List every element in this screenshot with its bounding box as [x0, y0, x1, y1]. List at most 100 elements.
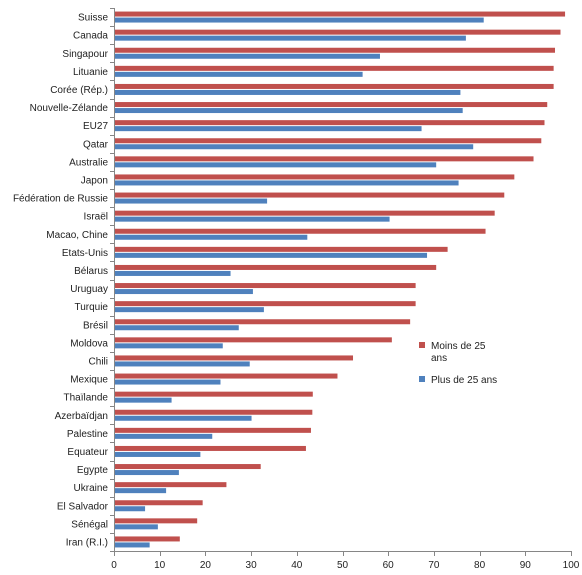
category-label: Japon — [81, 175, 108, 186]
x-tick-label: 40 — [291, 560, 303, 570]
legend-swatch-plus-de-25-ans — [419, 376, 425, 382]
bar-moins-de-25-ans — [114, 138, 542, 144]
x-tick-label: 10 — [154, 560, 166, 570]
bar-plus-de-25-ans — [114, 289, 253, 295]
category-label: Fédération de Russie — [13, 194, 108, 205]
category-label: Mexique — [70, 375, 108, 386]
bar-moins-de-25-ans — [114, 337, 392, 343]
bar-plus-de-25-ans — [114, 488, 167, 494]
bar-moins-de-25-ans — [114, 65, 554, 71]
bar-moins-de-25-ans — [114, 156, 534, 162]
bar-plus-de-25-ans — [114, 397, 172, 403]
x-tick-label: 20 — [200, 560, 212, 570]
bar-plus-de-25-ans — [114, 198, 268, 204]
bar-moins-de-25-ans — [114, 319, 411, 325]
bar-moins-de-25-ans — [114, 210, 495, 216]
bar-moins-de-25-ans — [114, 464, 261, 470]
x-tick-label: 90 — [520, 560, 532, 570]
bar-moins-de-25-ans — [114, 174, 515, 180]
legend: Moins de 25 ans Plus de 25 ans — [419, 341, 497, 386]
bar-plus-de-25-ans — [114, 126, 422, 132]
bar-plus-de-25-ans — [114, 343, 223, 349]
x-tick-label: 80 — [474, 560, 486, 570]
axis-layer — [110, 8, 572, 556]
category-label: Singapour — [62, 49, 108, 60]
category-label: Moldova — [70, 338, 108, 349]
bar-moins-de-25-ans — [114, 83, 554, 89]
category-label: Suisse — [78, 13, 108, 24]
bar-plus-de-25-ans — [114, 162, 437, 168]
bar-moins-de-25-ans — [114, 445, 306, 451]
bar-moins-de-25-ans — [114, 482, 227, 488]
category-label: Iran (R.I.) — [66, 537, 108, 548]
bars-layer — [114, 11, 566, 548]
bar-plus-de-25-ans — [114, 415, 252, 421]
category-label: Chili — [89, 356, 108, 367]
category-label: El Salvador — [57, 501, 109, 512]
category-label: Bélarus — [74, 266, 108, 277]
category-label: Egypte — [77, 465, 109, 476]
bar-moins-de-25-ans — [114, 301, 416, 307]
category-label: Palestine — [67, 429, 109, 440]
category-labels: Suisse Canada Singapour Lituanie Corée (Rép.… — [13, 13, 109, 549]
category-label: Etats-Unis — [62, 248, 108, 259]
bar-plus-de-25-ans — [114, 433, 213, 439]
bar-moins-de-25-ans — [114, 120, 545, 126]
category-label: Thaïlande — [64, 393, 109, 404]
bar-plus-de-25-ans — [114, 270, 231, 276]
bar-moins-de-25-ans — [114, 427, 311, 433]
bar-moins-de-25-ans — [114, 536, 180, 542]
category-label: Corée (Rép.) — [50, 85, 108, 96]
category-label: Macao, Chine — [46, 230, 108, 241]
category-label: Canada — [73, 31, 108, 42]
category-label: Israël — [84, 212, 108, 223]
bar-moins-de-25-ans — [114, 192, 505, 198]
bar-plus-de-25-ans — [114, 252, 428, 258]
bar-plus-de-25-ans — [114, 506, 146, 512]
category-label: Qatar — [83, 139, 109, 150]
category-label: Nouvelle-Zélande — [30, 103, 109, 114]
x-tick-label: 60 — [383, 560, 395, 570]
category-label: Brésil — [83, 320, 108, 331]
bar-plus-de-25-ans — [114, 216, 390, 222]
category-label: Lituanie — [73, 67, 108, 78]
bar-moins-de-25-ans — [114, 102, 548, 108]
bar-plus-de-25-ans — [114, 180, 459, 186]
category-label: Ukraine — [74, 483, 109, 494]
bar-plus-de-25-ans — [114, 307, 264, 313]
category-label: Sénégal — [71, 519, 108, 530]
bar-plus-de-25-ans — [114, 17, 484, 23]
bar-moins-de-25-ans — [114, 246, 448, 252]
x-tick-labels: 0 10 20 30 40 50 60 70 80 90 100 — [111, 560, 580, 571]
category-label: Equateur — [67, 447, 108, 458]
bar-plus-de-25-ans — [114, 542, 150, 548]
category-label: EU27 — [83, 121, 108, 132]
legend-label-plus-de-25-ans: Plus de 25 ans — [431, 375, 497, 386]
bar-moins-de-25-ans — [114, 264, 437, 270]
bar-plus-de-25-ans — [114, 108, 463, 114]
category-label: Turquie — [74, 302, 108, 313]
bar-moins-de-25-ans — [114, 500, 203, 506]
bar-moins-de-25-ans — [114, 409, 313, 415]
x-tick-label: 0 — [111, 560, 117, 570]
bar-plus-de-25-ans — [114, 470, 179, 476]
bar-moins-de-25-ans — [114, 355, 354, 361]
bar-moins-de-25-ans — [114, 518, 198, 524]
bar-moins-de-25-ans — [114, 283, 416, 289]
bar-plus-de-25-ans — [114, 71, 363, 77]
legend-swatch-moins-de-25-ans — [419, 342, 425, 348]
bar-moins-de-25-ans — [114, 373, 338, 379]
bar-moins-de-25-ans — [114, 47, 556, 53]
x-tick-label: 100 — [563, 560, 580, 570]
bar-plus-de-25-ans — [114, 35, 466, 41]
legend-label-moins-de-25-ans: Moins de 25 ans — [431, 341, 486, 364]
category-label: Australie — [69, 157, 108, 168]
bar-plus-de-25-ans — [114, 379, 221, 385]
bar-moins-de-25-ans — [114, 11, 566, 17]
bar-plus-de-25-ans — [114, 144, 474, 150]
x-tick-label: 70 — [428, 560, 440, 570]
bar-plus-de-25-ans — [114, 89, 461, 95]
bar-plus-de-25-ans — [114, 361, 250, 367]
